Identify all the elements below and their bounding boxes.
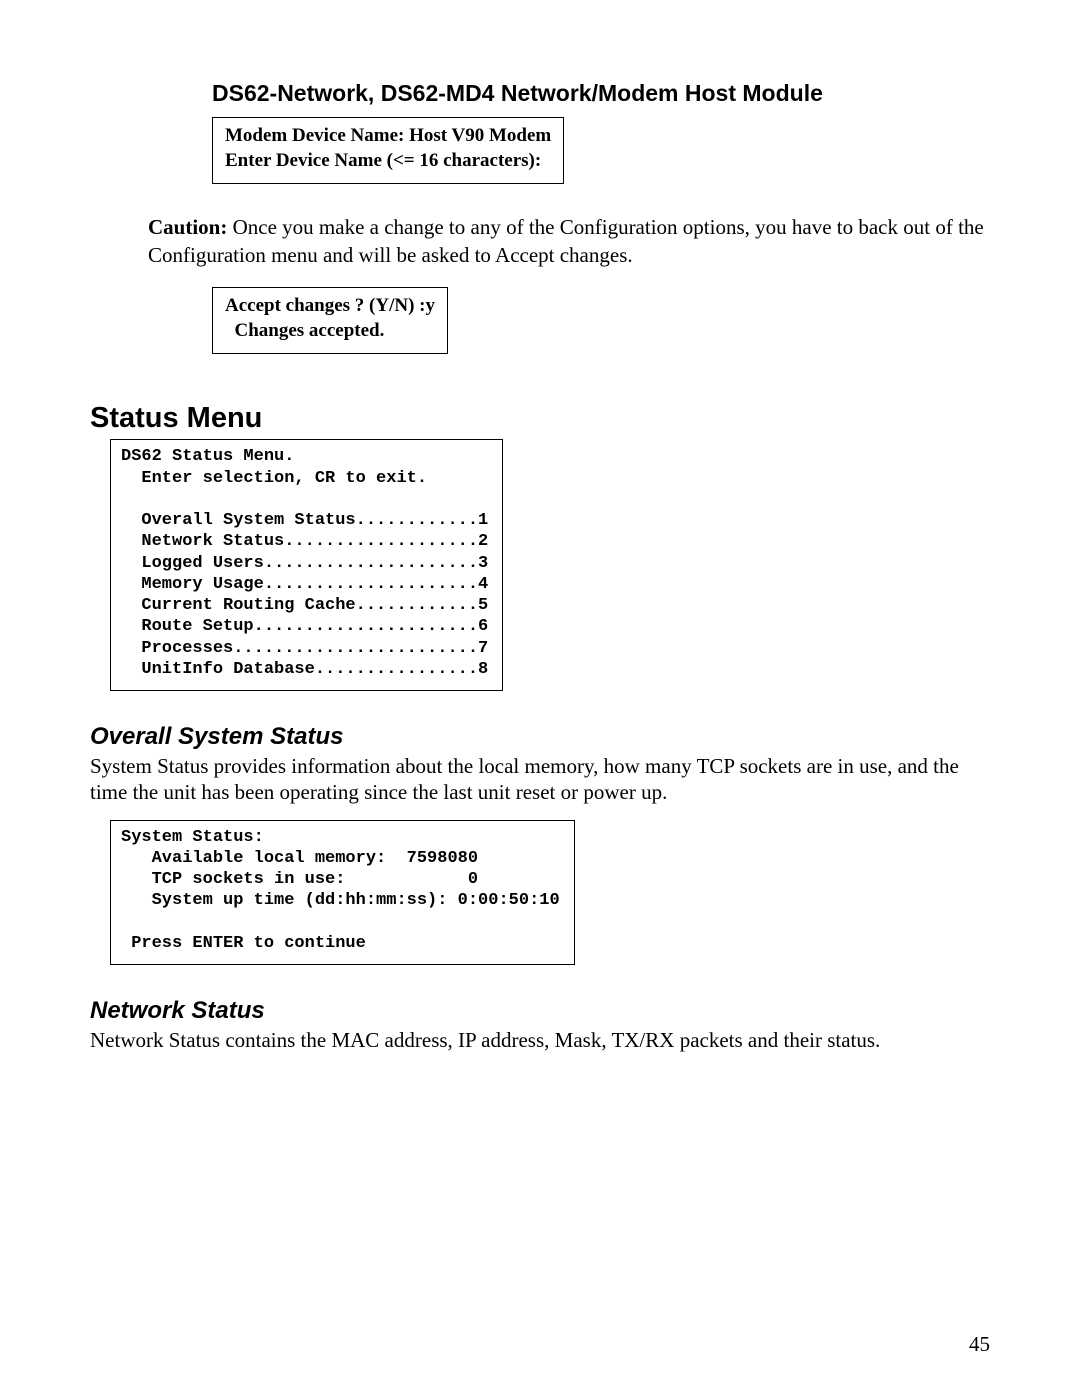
accept-box-line1: Accept changes ? (Y/N) :y: [225, 295, 435, 316]
accept-changes-box: Accept changes ? (Y/N) :y Changes accept…: [212, 287, 448, 354]
caution-label: Caution:: [148, 215, 227, 239]
device-name-box: Modem Device Name: Host V90 Modem Enter …: [212, 117, 564, 184]
overall-system-status-paragraph: System Status provides information about…: [90, 753, 990, 806]
device-box-line1: Modem Device Name: Host V90 Modem: [225, 125, 551, 146]
network-status-heading: Network Status: [90, 997, 990, 1025]
network-status-paragraph: Network Status contains the MAC address,…: [90, 1027, 990, 1053]
caution-paragraph: Caution: Once you make a change to any o…: [148, 214, 990, 269]
header-title: DS62-Network, DS62-MD4 Network/Modem Hos…: [212, 80, 990, 107]
accept-box-line2: Changes accepted.: [225, 320, 384, 341]
caution-text: Once you make a change to any of the Con…: [148, 215, 984, 266]
status-menu-code: DS62 Status Menu. Enter selection, CR to…: [110, 439, 503, 691]
page-number: 45: [969, 1332, 990, 1357]
system-status-code: System Status: Available local memory: 7…: [110, 820, 575, 966]
overall-system-status-heading: Overall System Status: [90, 723, 990, 751]
device-box-line2: Enter Device Name (<= 16 characters):: [225, 150, 541, 171]
status-menu-heading: Status Menu: [90, 402, 990, 435]
